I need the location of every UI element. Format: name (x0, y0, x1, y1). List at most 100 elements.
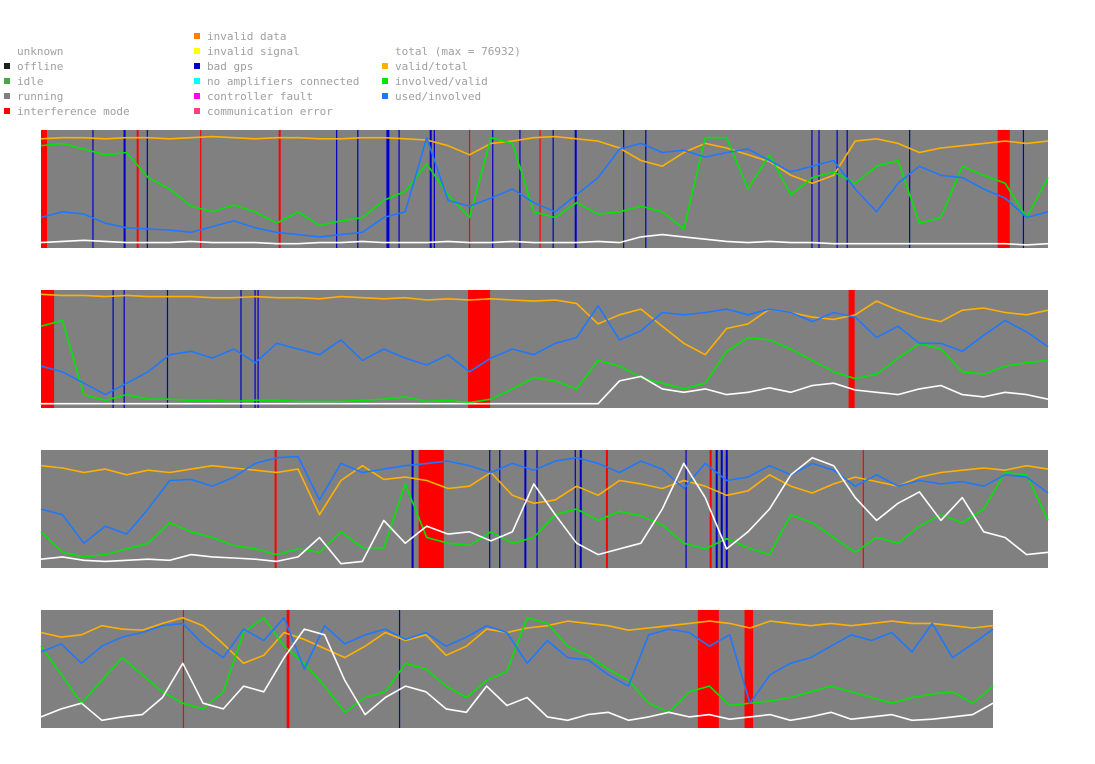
legend-label: involved/valid (395, 75, 488, 88)
series-line-used-involved (40, 304, 1049, 396)
panel-background (41, 130, 1048, 248)
event-bad-gps (240, 290, 242, 408)
legend-label: unknown (17, 45, 64, 58)
legend-label: no amplifiers connected (207, 75, 360, 88)
legend-swatch (194, 108, 200, 114)
series-line-used-involved (40, 616, 994, 705)
event-bad-gps (92, 130, 94, 248)
legend-label: used/involved (395, 90, 482, 103)
legend-swatch (382, 78, 388, 84)
event-bad-gps (1022, 130, 1025, 248)
event-bad-gps (257, 290, 259, 408)
legend-swatch (4, 63, 10, 69)
event-interference-mode (605, 450, 608, 568)
series-line-total (40, 456, 1049, 565)
event-bad-gps (524, 450, 527, 568)
legend-swatch (4, 48, 10, 54)
event-bad-gps (336, 130, 338, 248)
event-bad-gps (685, 450, 687, 568)
series-line-total (40, 233, 1049, 246)
legend-label: interference mode (17, 105, 130, 118)
series-line-involved-valid (40, 136, 1049, 230)
legend-label: offline (17, 60, 64, 73)
event-interference-mode (136, 130, 139, 248)
event-bad-gps (489, 450, 491, 568)
event-interference-mode (286, 610, 290, 728)
series-line-valid-total (40, 135, 1049, 185)
legend-label: invalid signal (207, 45, 300, 58)
event-bad-gps (123, 290, 125, 408)
event-bad-gps (623, 130, 625, 248)
event-interference-mode (418, 450, 444, 568)
chart-panel-2 (40, 290, 1049, 408)
event-interference-mode (200, 130, 202, 248)
series-line-used-involved (40, 455, 1049, 545)
event-interference-mode (467, 290, 491, 408)
event-interference-mode (697, 610, 719, 728)
event-bad-gps (429, 130, 432, 248)
event-bad-gps (579, 450, 582, 568)
chart-panel-1 (40, 130, 1049, 248)
legend-label: controller fault (207, 90, 313, 103)
event-bad-gps (574, 130, 577, 248)
event-bad-gps (909, 130, 911, 248)
event-interference-mode (468, 130, 471, 248)
legend-swatch (194, 78, 200, 84)
event-bad-gps (725, 450, 728, 568)
event-bad-gps (715, 450, 718, 568)
event-interference-mode (274, 450, 277, 568)
event-bad-gps (720, 450, 723, 568)
event-bad-gps (398, 130, 400, 248)
chart-panel-4 (40, 610, 994, 728)
legend-swatch (382, 93, 388, 99)
event-bad-gps (386, 130, 390, 248)
event-bad-gps (519, 130, 521, 248)
series-line-total (40, 628, 994, 722)
event-interference-mode (539, 130, 541, 248)
legend-label: bad gps (207, 60, 254, 73)
series-line-valid-total (40, 616, 994, 665)
event-bad-gps (146, 130, 148, 248)
legend-label: running (17, 90, 64, 103)
legend-swatch (4, 93, 10, 99)
event-bad-gps (112, 290, 114, 408)
event-bad-gps (492, 130, 494, 248)
event-interference-mode (41, 130, 48, 248)
legend-swatch (382, 48, 388, 54)
event-bad-gps (846, 130, 848, 248)
event-bad-gps (433, 130, 435, 248)
legend-label: invalid data (207, 30, 287, 43)
legend-swatch (194, 63, 200, 69)
legend-swatch (382, 63, 388, 69)
legend-label: communication error (207, 105, 333, 118)
event-bad-gps (836, 130, 838, 248)
series-line-involved-valid (40, 616, 994, 714)
event-bad-gps (811, 130, 813, 248)
event-bad-gps (645, 130, 647, 248)
event-interference-mode (41, 290, 55, 408)
series-line-involved-valid (40, 319, 1049, 404)
legend-label: valid/total (395, 60, 468, 73)
series-line-total (41, 375, 1049, 405)
event-bad-gps (357, 130, 359, 248)
legend-swatch (194, 33, 200, 39)
legend-swatch (194, 93, 200, 99)
legend-label: total (max = 76932) (395, 45, 521, 58)
legend-swatch (4, 108, 10, 114)
event-bad-gps (123, 130, 126, 248)
event-interference-mode (182, 610, 185, 728)
series-line-used-involved (40, 136, 1049, 238)
panel-background (41, 450, 1048, 568)
chart-panel-3 (40, 450, 1049, 568)
series-line-valid-total (40, 293, 1049, 356)
event-bad-gps (254, 290, 256, 408)
event-bad-gps (552, 130, 554, 248)
event-interference-mode (862, 450, 864, 568)
event-interference-mode (278, 130, 281, 248)
event-interference-mode (848, 290, 855, 408)
legend-swatch (194, 48, 200, 54)
series-line-involved-valid (40, 471, 1049, 558)
legend-swatch (4, 78, 10, 84)
legend-label: idle (17, 75, 44, 88)
